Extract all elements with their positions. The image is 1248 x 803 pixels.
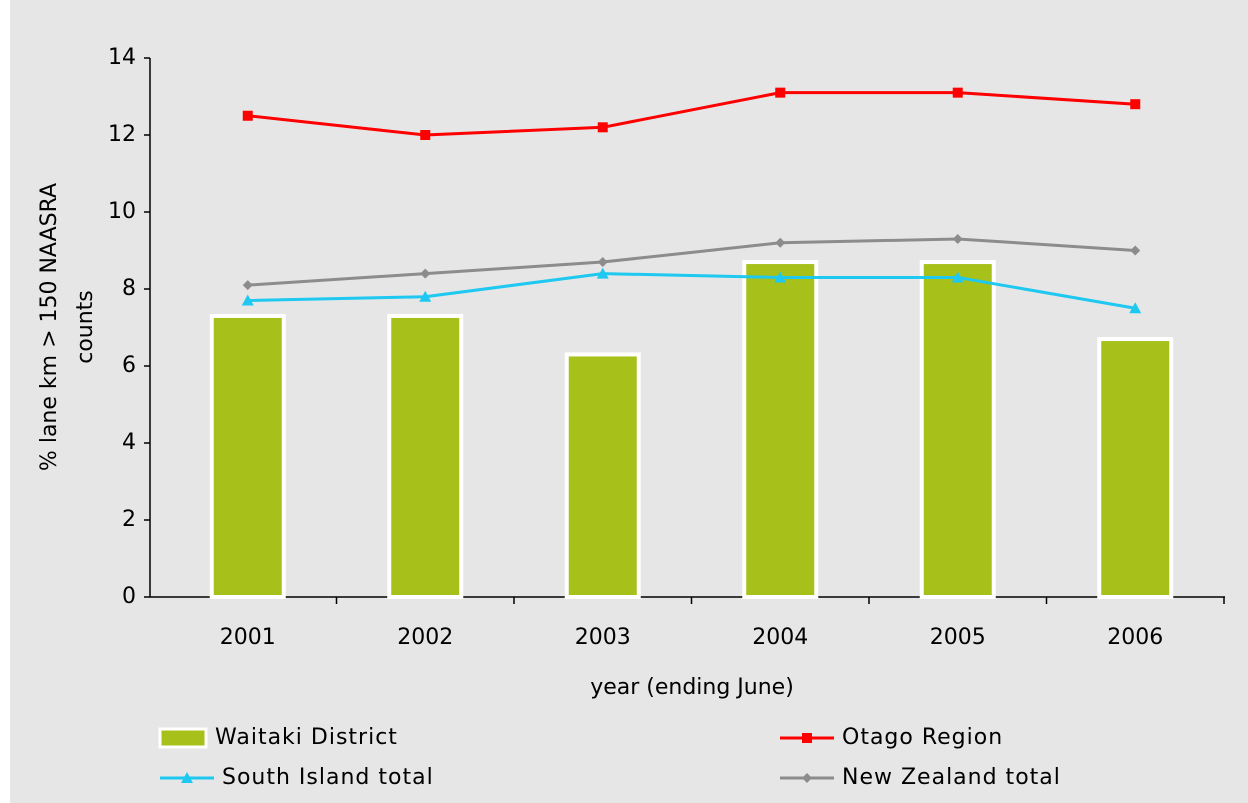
bar — [564, 352, 641, 600]
legend-item: South Island total — [160, 765, 434, 790]
x-tick-label: 2005 — [930, 625, 986, 650]
y-tick-label: 2 — [122, 507, 136, 532]
bar — [919, 260, 996, 599]
marker — [1130, 99, 1141, 110]
marker — [596, 267, 609, 279]
marker — [420, 130, 431, 140]
marker — [802, 773, 812, 783]
x-tick-label: 2006 — [1107, 625, 1163, 650]
x-tick-label: 2001 — [220, 625, 276, 650]
x-axis-title: year (ending June) — [590, 675, 794, 700]
legend-label: Waitaki District — [215, 725, 398, 750]
marker — [242, 280, 253, 291]
bar — [1097, 337, 1174, 599]
x-tick-label: 2003 — [575, 625, 631, 650]
marker — [597, 122, 608, 133]
y-tick-label: 4 — [122, 430, 136, 455]
y-tick-label: 6 — [122, 353, 136, 378]
marker — [181, 772, 193, 783]
y-axis-title-line: counts — [73, 290, 98, 364]
legend-swatch — [158, 727, 208, 749]
x-tick-label: 2002 — [397, 625, 453, 650]
y-tick-label: 0 — [122, 584, 136, 609]
y-tick-label: 10 — [108, 199, 136, 224]
marker — [241, 294, 254, 306]
marker — [952, 87, 963, 98]
x-tick-label: 2004 — [752, 625, 808, 650]
marker — [952, 233, 963, 244]
marker — [1130, 245, 1141, 256]
marker — [951, 271, 964, 283]
marker — [1129, 302, 1142, 314]
bar — [209, 313, 286, 599]
marker — [242, 110, 253, 121]
marker — [775, 87, 786, 98]
bar — [742, 260, 819, 599]
marker — [597, 257, 608, 268]
line — [247, 91, 1136, 137]
line — [247, 272, 1136, 310]
marker — [774, 271, 787, 283]
legend-item: Waitaki District — [158, 725, 398, 750]
y-axis-title-line: % lane km > 150 NAASRA — [37, 183, 62, 471]
legend-item: New Zealand total — [780, 765, 1061, 790]
y-tick-label: 12 — [108, 122, 136, 147]
legend-item: Otago Region — [780, 725, 1003, 750]
y-axis-title: % lane km > 150 NAASRA counts — [37, 183, 98, 471]
legend-label: South Island total — [222, 765, 434, 790]
y-tick-label: 14 — [108, 45, 136, 70]
y-tick-label: 8 — [122, 276, 136, 301]
line — [247, 237, 1136, 287]
marker — [420, 268, 431, 279]
legend-label: New Zealand total — [842, 765, 1061, 790]
legend-label: Otago Region — [842, 725, 1003, 750]
marker — [419, 290, 432, 302]
marker — [802, 733, 812, 743]
bar — [387, 313, 464, 599]
marker — [775, 237, 786, 248]
